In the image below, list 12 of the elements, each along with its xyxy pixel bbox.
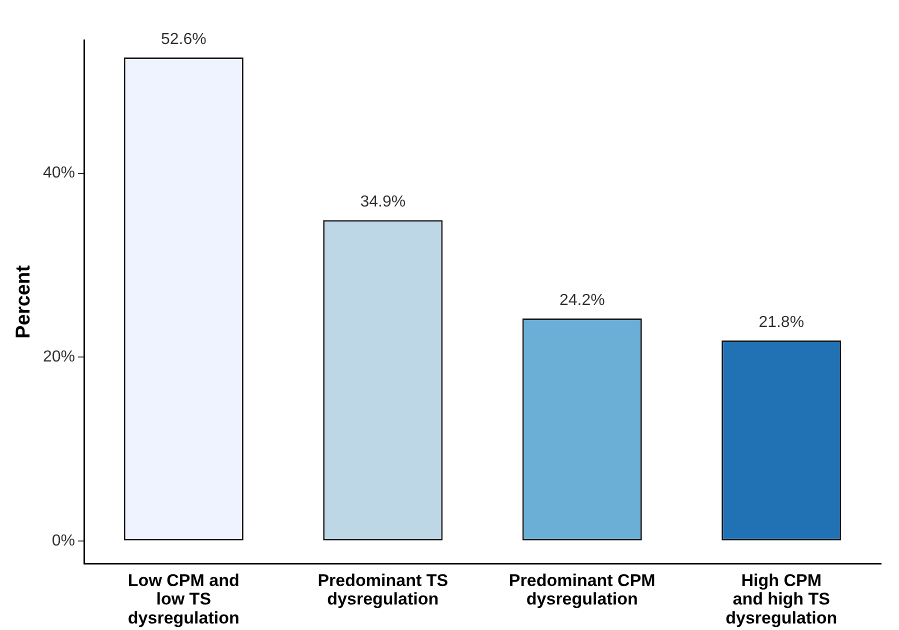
x-tick-label: Low CPM and low TS dysregulation <box>128 570 240 628</box>
data-label: 52.6% <box>160 30 206 48</box>
data-label: 34.9% <box>360 194 406 211</box>
data-label: 21.8% <box>758 314 804 331</box>
y-tick-label: 40% <box>42 164 76 182</box>
y-tick-label: 20% <box>42 348 76 366</box>
x-tick-label: High CPM and high TS dysregulation <box>726 570 838 628</box>
x-tick-label: Predominant TS dysregulation <box>318 570 448 609</box>
y-axis-title: Percent <box>12 264 35 339</box>
y-tick-label: 0% <box>52 532 76 550</box>
x-tick-label: Predominant CPM dysregulation <box>508 570 656 609</box>
data-label: 24.2% <box>559 292 605 309</box>
